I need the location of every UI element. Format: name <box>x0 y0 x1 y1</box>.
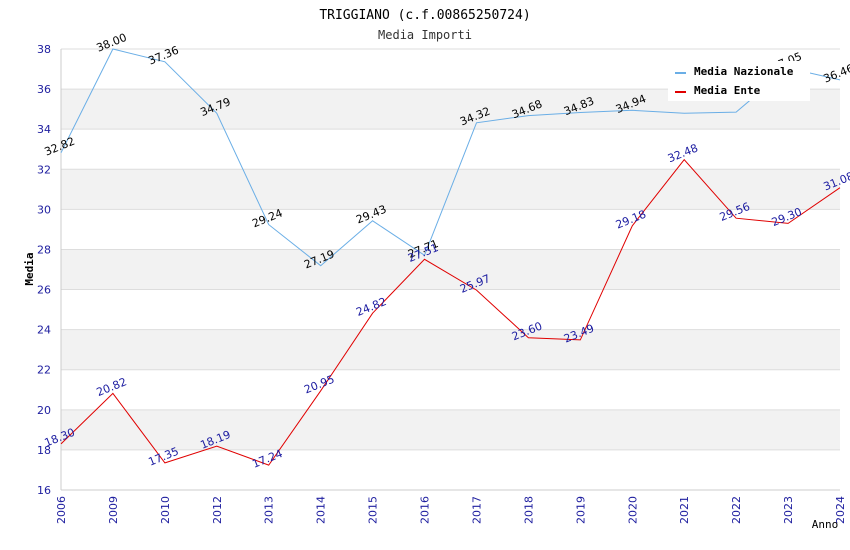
y-tick-label: 26 <box>37 284 51 297</box>
y-tick-label: 24 <box>37 324 51 337</box>
grid-band <box>61 249 840 290</box>
series-line-0 <box>60 48 841 267</box>
y-tick-label: 18 <box>37 444 51 457</box>
legend-box <box>668 61 810 101</box>
grid-band <box>61 329 840 370</box>
axes <box>60 49 840 491</box>
x-tick-label: 2019 <box>574 496 587 524</box>
x-tick-label: 2013 <box>263 496 276 524</box>
data-label: 20.82 <box>95 375 129 399</box>
y-tick-label: 20 <box>37 404 51 417</box>
grid-bands <box>61 89 840 450</box>
y-tick-label: 38 <box>37 43 51 56</box>
x-tick-label: 2017 <box>470 496 483 524</box>
chart-subtitle: Media Importi <box>378 28 472 42</box>
x-tick-label: 2018 <box>522 496 535 524</box>
y-tick-label: 16 <box>37 484 51 497</box>
y-tick-label: 34 <box>37 123 51 136</box>
x-tick-label: 2014 <box>315 496 328 524</box>
legend: Media Nazionale Media Ente <box>668 61 810 101</box>
y-tick-label: 30 <box>37 203 51 216</box>
data-label: 29.24 <box>250 206 284 230</box>
x-tick-label: 2023 <box>782 496 795 524</box>
x-tick-label: 2024 <box>834 496 847 524</box>
x-tick-label: 2016 <box>419 496 432 524</box>
series-lines <box>60 48 841 466</box>
x-tick-label: 2012 <box>211 496 224 524</box>
series-line-1 <box>60 158 841 466</box>
x-tick-label: 2006 <box>55 496 68 524</box>
x-tick-label: 2021 <box>678 496 691 524</box>
x-tick-label: 2010 <box>159 496 172 524</box>
legend-label-media-ente: Media Ente <box>694 84 761 97</box>
data-label: 37.36 <box>147 44 181 68</box>
data-label: 36.46 <box>822 62 850 86</box>
grid-lines <box>61 48 840 491</box>
data-label: 17.24 <box>250 447 284 471</box>
grid-band <box>61 409 840 450</box>
data-label: 32.82 <box>43 135 77 159</box>
chart-title: TRIGGIANO (c.f.00865250724) <box>319 8 530 23</box>
legend-label-media-nazionale: Media Nazionale <box>694 65 794 78</box>
y-tick-label: 36 <box>37 83 51 96</box>
x-tick-label: 2020 <box>626 496 639 524</box>
y-axis-label: Media <box>23 252 36 285</box>
y-tick-label: 32 <box>37 163 51 176</box>
y-tick-label: 28 <box>37 243 51 256</box>
x-axis-label: Anno <box>812 518 839 531</box>
x-tick-label: 2009 <box>107 496 120 524</box>
x-tick-label: 2022 <box>730 496 743 524</box>
y-axis-ticks: 16 18 20 22 24 26 28 30 32 34 36 38 <box>37 43 51 497</box>
y-tick-label: 22 <box>37 364 51 377</box>
x-tick-label: 2015 <box>367 496 380 524</box>
x-axis-ticks: 2006 2009 2010 2012 2013 2014 2015 2016 2017 2018… <box>55 496 847 524</box>
